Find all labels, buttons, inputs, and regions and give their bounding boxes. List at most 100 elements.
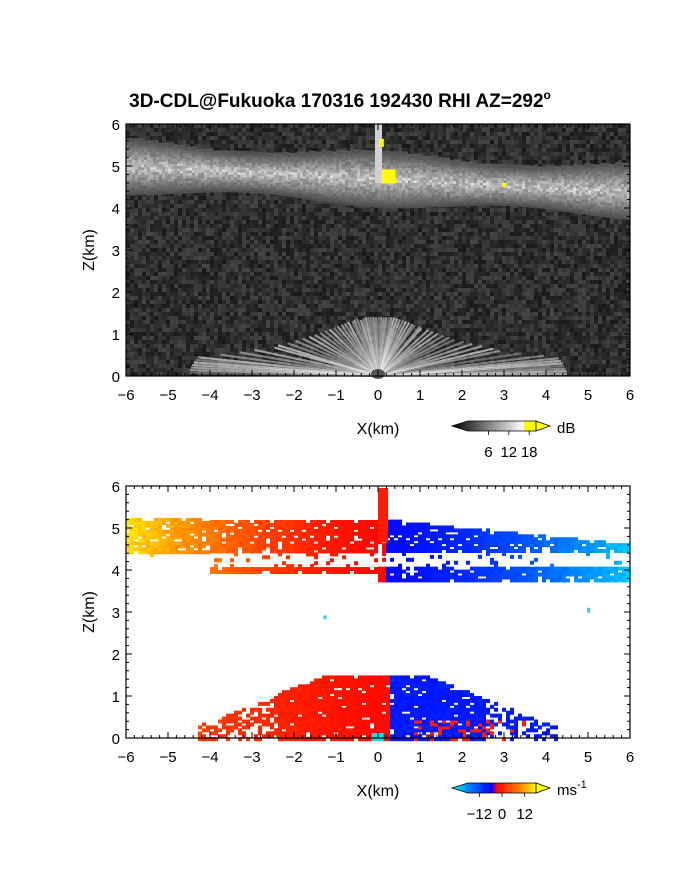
noise-cell	[134, 260, 138, 264]
noise-cell	[218, 268, 222, 272]
noise-cell	[210, 144, 214, 148]
noise-cell	[398, 208, 402, 212]
noise-cell	[162, 128, 166, 132]
noise-cell	[582, 132, 586, 136]
noise-cell	[386, 224, 390, 228]
noise-cell	[146, 268, 150, 272]
noise-cell	[366, 220, 370, 224]
noise-cell	[622, 124, 626, 128]
noise-cell	[486, 252, 490, 256]
noise-cell	[238, 268, 242, 272]
noise-cell	[266, 280, 270, 284]
noise-cell	[422, 268, 426, 272]
noise-cell	[322, 224, 326, 228]
noise-cell	[198, 276, 202, 280]
noise-cell	[522, 148, 526, 152]
noise-cell	[554, 212, 558, 216]
noise-cell	[594, 272, 598, 276]
noise-cell	[170, 212, 174, 216]
noise-cell	[582, 216, 586, 220]
noise-cell	[406, 236, 410, 240]
noise-cell	[298, 208, 302, 212]
noise-cell	[418, 272, 422, 276]
noise-cell	[598, 152, 602, 156]
noise-cell	[170, 248, 174, 252]
noise-cell	[290, 216, 294, 220]
noise-cell	[354, 256, 358, 260]
noise-cell	[490, 152, 494, 156]
noise-cell	[478, 244, 482, 248]
noise-cell	[278, 132, 282, 136]
noise-cell	[442, 124, 446, 128]
noise-cell	[426, 228, 430, 232]
noise-cell	[534, 124, 538, 128]
noise-cell	[242, 212, 246, 216]
noise-cell	[294, 196, 298, 200]
noise-cell	[198, 224, 202, 228]
noise-cell	[422, 264, 426, 268]
noise-cell	[282, 248, 286, 252]
noise-cell	[370, 224, 374, 228]
noise-cell	[242, 236, 246, 240]
noise-cell	[214, 276, 218, 280]
noise-cell	[478, 124, 482, 128]
noise-cell	[582, 240, 586, 244]
noise-cell	[362, 272, 366, 276]
noise-cell	[490, 228, 494, 232]
noise-cell	[290, 252, 294, 256]
noise-cell	[422, 272, 426, 276]
noise-cell	[438, 256, 442, 260]
noise-cell	[182, 192, 186, 196]
noise-cell	[278, 228, 282, 232]
noise-cell	[142, 260, 146, 264]
noise-cell	[202, 244, 206, 248]
noise-cell	[246, 124, 250, 128]
noise-cell	[470, 276, 474, 280]
noise-cell	[614, 260, 618, 264]
noise-cell	[370, 280, 374, 284]
noise-cell	[522, 272, 526, 276]
noise-cell	[402, 144, 406, 148]
noise-cell	[258, 228, 262, 232]
noise-cell	[186, 132, 190, 136]
noise-cell	[286, 280, 290, 284]
noise-cell	[206, 264, 210, 268]
noise-cell	[602, 156, 606, 160]
noise-cell	[422, 276, 426, 280]
noise-cell	[218, 208, 222, 212]
noise-cell	[246, 244, 250, 248]
noise-cell	[586, 140, 590, 144]
noise-cell	[222, 148, 226, 152]
noise-cell	[302, 132, 306, 136]
noise-cell	[382, 148, 386, 152]
noise-cell	[446, 248, 450, 252]
noise-cell	[434, 152, 438, 156]
noise-cell	[298, 144, 302, 148]
noise-cell	[526, 220, 530, 224]
noise-cell	[570, 224, 574, 228]
noise-cell	[270, 260, 274, 264]
noise-cell	[482, 204, 486, 208]
noise-cell	[182, 252, 186, 256]
noise-cell	[550, 260, 554, 264]
noise-cell	[402, 212, 406, 216]
noise-cell	[474, 276, 478, 280]
noise-cell	[434, 256, 438, 260]
noise-cell	[538, 164, 542, 168]
noise-cell	[570, 252, 574, 256]
noise-cell	[226, 268, 230, 272]
noise-cell	[230, 248, 234, 252]
noise-cell	[418, 228, 422, 232]
noise-cell	[418, 280, 422, 284]
noise-cell	[142, 196, 146, 200]
noise-cell	[306, 268, 310, 272]
noise-cell	[294, 248, 298, 252]
noise-cell	[210, 244, 214, 248]
noise-cell	[214, 236, 218, 240]
noise-cell	[398, 276, 402, 280]
noise-cell	[578, 228, 582, 232]
noise-cell	[138, 236, 142, 240]
noise-cell	[342, 228, 346, 232]
noise-cell	[434, 264, 438, 268]
noise-cell	[362, 212, 366, 216]
